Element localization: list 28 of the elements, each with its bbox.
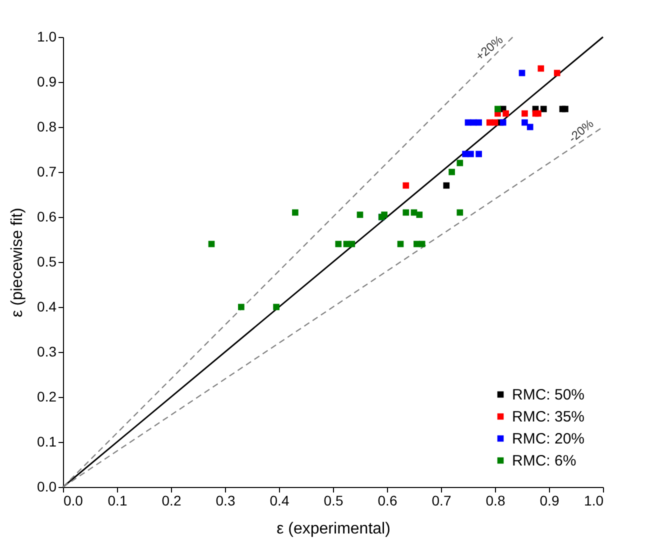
- y-tick-label: 0.2: [37, 388, 57, 404]
- y-tick-label: 0.8: [37, 118, 57, 134]
- x-tick-label: 0.4: [270, 492, 290, 508]
- x-tick-label: 0.6: [378, 492, 398, 508]
- x-tick-label: 0.0: [64, 492, 84, 508]
- x-tick-label: 0.3: [216, 492, 236, 508]
- y-tick-label: 0.9: [37, 74, 57, 90]
- x-tick-label: 0.2: [162, 492, 182, 508]
- x-tick-label: 0.5: [324, 492, 344, 508]
- x-axis-title: ε (experimental): [276, 520, 390, 538]
- x-tick-label: 0.8: [486, 492, 506, 508]
- y-tick-label: 1.0: [37, 28, 57, 44]
- legend-label: RMC: 6%: [512, 452, 576, 470]
- legend-label: RMC: 35%: [512, 408, 585, 426]
- y-tick-label: 0.6: [37, 208, 57, 224]
- y-tick-label: 0.4: [37, 298, 57, 314]
- legend-label: RMC: 20%: [512, 430, 585, 448]
- legend-label: RMC: 50%: [512, 386, 585, 404]
- x-tick-label: 0.7: [432, 492, 452, 508]
- y-tick-label: 0.7: [37, 164, 57, 180]
- y-axis-title: ε (piecewise fit): [9, 208, 26, 318]
- y-tick-label: 0.1: [37, 434, 57, 450]
- y-tick-label: 0.3: [37, 344, 57, 360]
- y-tick-label: 0.5: [37, 254, 57, 270]
- x-tick-label: 0.9: [540, 492, 560, 508]
- y-tick-label: 0.0: [37, 478, 57, 494]
- x-tick-label: 1.0: [584, 492, 604, 508]
- x-tick-label: 0.1: [108, 492, 128, 508]
